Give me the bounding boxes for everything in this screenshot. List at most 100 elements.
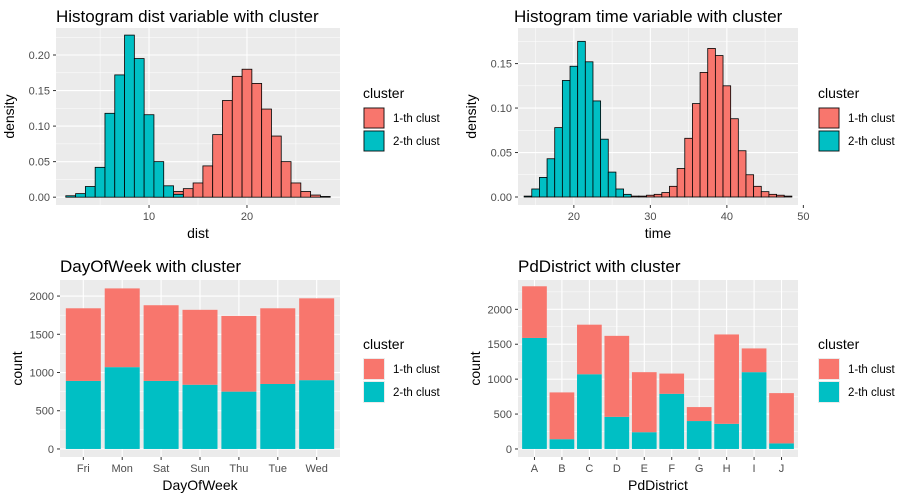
histogram-bin-2-th-clust	[600, 138, 609, 198]
x-tick-label: A	[531, 463, 539, 475]
histogram-bin-2-th-clust	[153, 161, 165, 198]
histogram-bin-2-th-clust	[561, 80, 571, 198]
x-tick-label: J	[779, 463, 785, 475]
histogram-bin-2-th-clust	[163, 185, 174, 198]
x-tick-label: Thu	[229, 463, 248, 475]
legend-swatch-2-th-clust	[364, 382, 384, 402]
chart-title: Histogram dist variable with cluster	[56, 7, 319, 26]
histogram-bin-1-th-clust	[653, 193, 663, 198]
x-tick-label: C	[585, 463, 593, 475]
x-tick-label: 30	[644, 211, 656, 223]
histogram-bin-1-th-clust	[320, 196, 331, 198]
histogram-bin-1-th-clust	[630, 195, 640, 198]
legend: cluster 1-th clust 2-th clust	[363, 336, 440, 403]
x-tick-label: Fri	[77, 463, 90, 475]
histogram-bin-1-th-clust	[753, 185, 762, 198]
histogram-bin-2-th-clust	[584, 61, 594, 198]
x-tick-label: Sun	[190, 463, 210, 475]
y-tick-label: 0.00	[29, 192, 50, 204]
histogram-bin-2-th-clust	[133, 58, 145, 198]
bar-2-th-clust-E	[631, 432, 657, 449]
x-tick-label: E	[641, 463, 648, 475]
bar-1-th-clust-G	[686, 407, 712, 422]
histogram-bin-2-th-clust	[173, 193, 184, 198]
histogram-bin-1-th-clust	[638, 195, 647, 198]
histogram-bin-2-th-clust	[84, 186, 96, 198]
x-tick-label: B	[558, 463, 565, 475]
legend-label: 1-th clust	[848, 364, 895, 376]
y-tick-label: 0	[506, 444, 512, 456]
bar-1-th-clust-Thu	[221, 315, 257, 392]
legend-swatch-1-th-clust	[819, 359, 839, 379]
histogram-bin-1-th-clust	[231, 75, 243, 198]
bar-1-th-clust-Wed	[299, 298, 335, 381]
x-tick-label: G	[695, 463, 704, 475]
y-tick-label: 1000	[488, 374, 512, 386]
legend: cluster 1-th clust 2-th clust	[818, 85, 895, 152]
y-tick-label: 0.05	[491, 148, 512, 160]
x-tick-label: H	[723, 463, 731, 475]
bar-2-th-clust-Thu	[221, 391, 257, 449]
histogram-bin-1-th-clust	[300, 191, 312, 198]
histogram-bin-2-th-clust	[546, 158, 556, 198]
legend-title: cluster	[818, 85, 860, 101]
x-tick-label: F	[668, 463, 675, 475]
legend-label: 1-th clust	[393, 113, 440, 125]
histogram-bin-1-th-clust	[699, 72, 709, 198]
histogram-bin-1-th-clust	[676, 168, 686, 198]
histogram-bin-1-th-clust	[646, 194, 655, 198]
histogram-bin-1-th-clust	[760, 191, 770, 198]
bar-2-th-clust-J	[769, 443, 794, 449]
legend-label: 2-th clust	[393, 387, 440, 399]
y-axis-title: count	[9, 351, 25, 385]
histogram-bin-2-th-clust	[569, 65, 579, 198]
histogram-bin-1-th-clust	[714, 55, 724, 198]
bar-2-th-clust-C	[577, 374, 602, 449]
histogram-bin-1-th-clust	[684, 137, 693, 198]
histogram-bin-1-th-clust	[202, 165, 214, 198]
y-tick-label: 2000	[30, 291, 54, 303]
bar-1-th-clust-J	[769, 393, 794, 444]
histogram-bin-2-th-clust	[65, 195, 76, 198]
bar-1-th-clust-I	[741, 348, 767, 373]
histogram-bin-2-th-clust	[143, 114, 155, 198]
histogram-bin-1-th-clust	[212, 134, 223, 198]
legend-title: cluster	[818, 336, 860, 352]
y-tick-label: 0.20	[29, 50, 50, 62]
bar-1-th-clust-Sat	[143, 305, 179, 381]
histogram-bin-2-th-clust	[114, 74, 125, 198]
y-tick-label: 0.15	[491, 59, 512, 71]
histogram-bin-1-th-clust	[271, 135, 282, 198]
legend: cluster 1-th clust 2-th clust	[818, 336, 895, 403]
histogram-bin-2-th-clust	[531, 188, 540, 198]
histogram-bin-2-th-clust	[124, 34, 135, 198]
bar-1-th-clust-Sun	[182, 309, 218, 385]
chart-dow: 0 500 1000 1500 2000 Fri Mon Sat Sun Thu Tue Wed Day…	[9, 257, 440, 493]
histogram-bin-1-th-clust	[669, 185, 678, 198]
histogram-bin-2-th-clust	[554, 127, 563, 198]
bar-1-th-clust-H	[714, 334, 739, 424]
bar-2-th-clust-A	[522, 337, 547, 449]
histogram-bin-1-th-clust	[261, 108, 272, 198]
y-tick-label: 500	[494, 409, 512, 421]
bar-2-th-clust-Sun	[182, 384, 218, 449]
legend-swatch-2-th-clust	[363, 130, 385, 152]
y-axis-title: density	[463, 94, 479, 138]
x-tick-label: Mon	[112, 463, 133, 475]
histogram-bin-2-th-clust	[623, 193, 632, 198]
bar-1-th-clust-Tue	[260, 308, 296, 384]
x-tick-label: I	[753, 463, 756, 475]
legend-swatch-1-th-clust	[363, 107, 385, 129]
histogram-bin-1-th-clust	[722, 85, 732, 198]
bar-2-th-clust-F	[659, 393, 685, 449]
legend-label: 2-th clust	[393, 136, 440, 148]
histogram-bin-1-th-clust	[768, 193, 777, 198]
bar-2-th-clust-Tue	[260, 383, 296, 449]
y-tick-label: 0.15	[29, 86, 50, 98]
histogram-bin-1-th-clust	[222, 100, 233, 198]
legend-swatch-1-th-clust	[818, 107, 840, 129]
bar-2-th-clust-Fri	[65, 380, 101, 449]
x-tick-label: 20	[241, 211, 253, 223]
bar-1-th-clust-D	[604, 335, 630, 417]
x-tick-label: Sat	[153, 463, 170, 475]
